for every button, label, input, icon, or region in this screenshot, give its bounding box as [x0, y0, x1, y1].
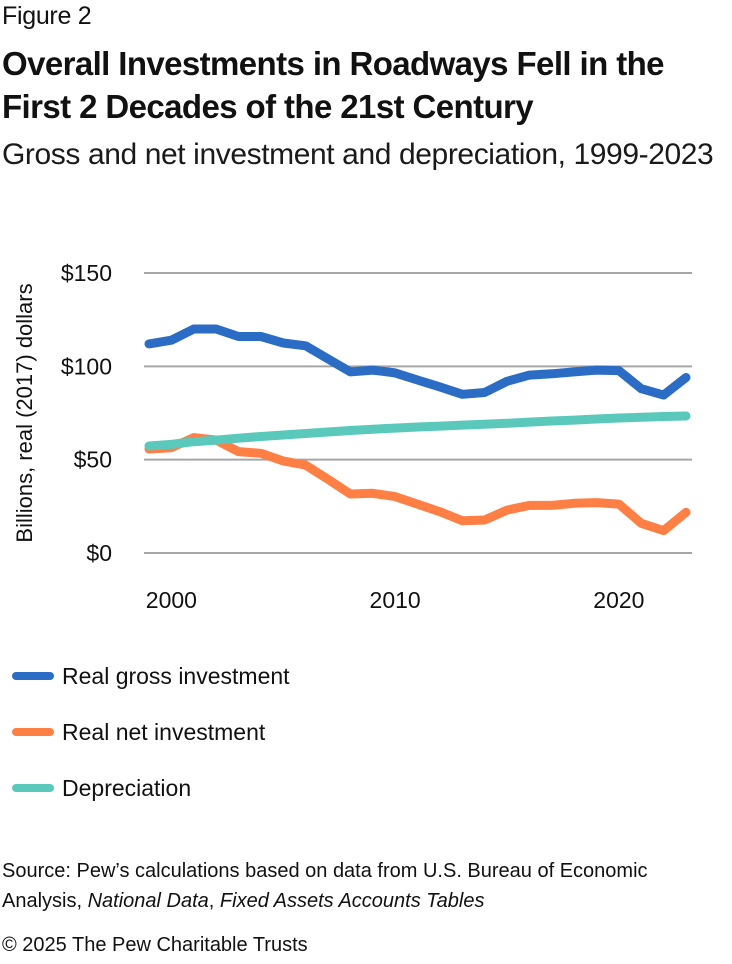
gridlines: [144, 272, 692, 554]
y-tick-label: $50: [74, 447, 112, 473]
legend-item-depreciation: Depreciation: [12, 760, 290, 816]
legend-swatch-depreciation: [12, 784, 54, 792]
source-text: Source: Pew’s calculations based on data…: [2, 860, 648, 912]
series-line-real-gross-investment: [144, 324, 691, 400]
chart-subtitle: Gross and net investment and depreciatio…: [2, 138, 714, 171]
y-tick-label: $100: [61, 353, 112, 379]
y-axis-ticks: $0 $50 $100 $150: [61, 260, 112, 566]
legend-label: Real net investment: [62, 718, 266, 745]
legend-swatch-gross: [12, 672, 54, 680]
legend-label: Depreciation: [62, 774, 192, 801]
legend-item-net: Real net investment: [12, 704, 290, 760]
source-italic-national-data: National Data: [87, 890, 209, 912]
legend-swatch-net: [12, 728, 54, 736]
copyright: © 2025 The Pew Charitable Trusts: [2, 934, 308, 956]
source-note: Source: Pew’s calculations based on data…: [2, 856, 730, 916]
series-line-depreciation: [144, 411, 691, 451]
series-lines: [144, 324, 691, 536]
source-italic-fixed-assets: Fixed Assets Accounts Tables: [219, 890, 485, 912]
x-tick-label: 2000: [146, 587, 197, 613]
legend: Real gross investment Real net investmen…: [12, 648, 290, 816]
x-tick-label: 2020: [593, 587, 644, 613]
y-axis-label: Billions, real (2017) dollars: [12, 283, 37, 542]
chart-title: Overall Investments in Roadways Fell in …: [2, 45, 665, 125]
figure-label: Figure 2: [2, 2, 92, 30]
x-axis-ticks: 2000 2010 2020: [146, 587, 645, 613]
line-chart: $0 $50 $100 $150 2000 2010 2020 Billions, rea…: [12, 260, 692, 613]
y-tick-label: $150: [61, 260, 112, 286]
legend-item-gross: Real gross investment: [12, 648, 290, 704]
series-line-real-net-investment: [144, 433, 691, 536]
legend-label: Real gross investment: [62, 662, 290, 689]
y-tick-label: $0: [86, 540, 112, 566]
x-tick-label: 2010: [370, 587, 421, 613]
source-separator: ,: [208, 890, 220, 912]
